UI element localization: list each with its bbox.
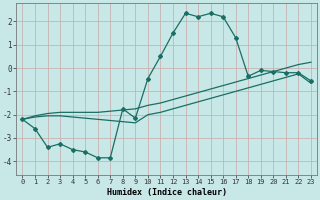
X-axis label: Humidex (Indice chaleur): Humidex (Indice chaleur) xyxy=(107,188,227,197)
